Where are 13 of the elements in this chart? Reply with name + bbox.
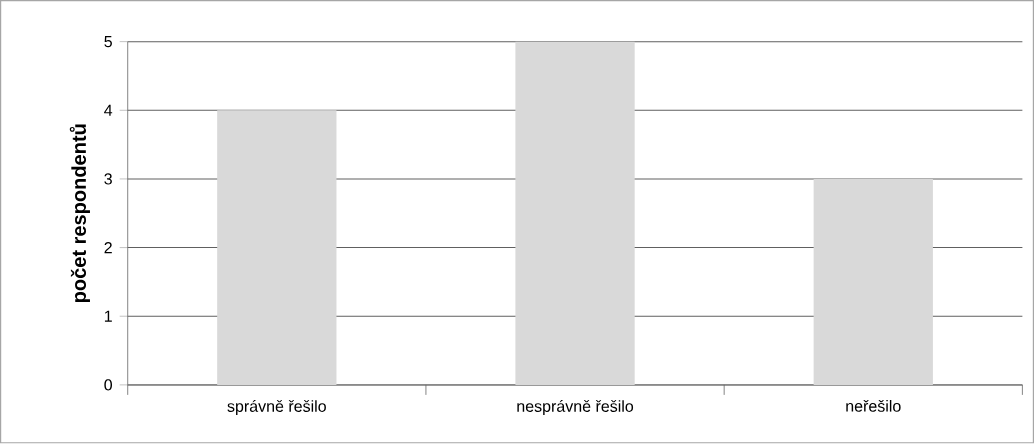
y-tick-label: 3 <box>104 173 112 185</box>
y-tick-label: 0 <box>104 379 113 391</box>
x-tick-label: nesprávně řešilo <box>517 400 634 416</box>
bar <box>813 179 933 386</box>
x-tick-label: neřešilo <box>846 400 901 413</box>
bar <box>515 41 635 386</box>
x-tick-label: správně řešilo <box>227 400 326 416</box>
y-axis-title: počet respondentů <box>69 124 90 303</box>
y-tick-label: 2 <box>104 242 112 254</box>
y-tick-label: 5 <box>104 36 112 48</box>
y-tick-label: 1 <box>104 310 112 322</box>
bar <box>217 110 337 386</box>
y-tick-label: 4 <box>104 105 113 117</box>
